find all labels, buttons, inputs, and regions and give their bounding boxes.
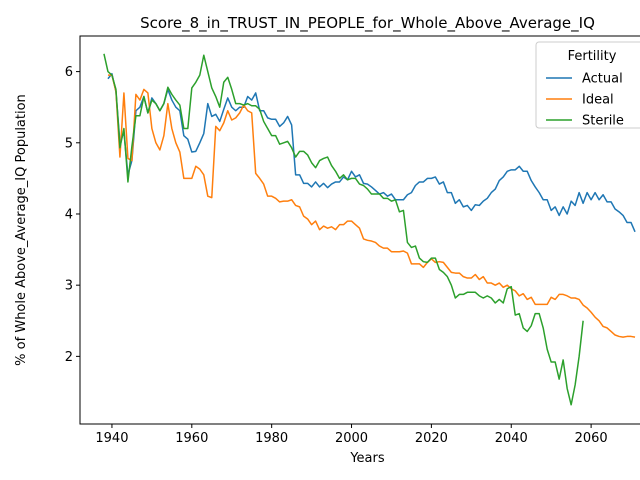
y-tick-label: 5 xyxy=(65,136,73,151)
legend-label-actual: Actual xyxy=(582,72,623,87)
legend-entries: Actual Ideal Sterile xyxy=(546,72,624,129)
x-tick-label: 2040 xyxy=(495,431,528,446)
y-tick-label: 6 xyxy=(65,65,73,80)
y-tick-label: 2 xyxy=(65,350,73,365)
x-tick-label: 2020 xyxy=(415,431,448,446)
legend-box xyxy=(535,41,640,129)
series-line-ideal xyxy=(107,74,636,338)
series-layer xyxy=(103,53,636,406)
x-tick-label: 1940 xyxy=(95,431,128,446)
chart-title: Score_8_in_TRUST_IN_PEOPLE_for_Whole_Abo… xyxy=(140,14,595,33)
legend-title: Fertility xyxy=(568,49,617,64)
legend-label-ideal: Ideal xyxy=(582,93,614,108)
x-tick-label: 1980 xyxy=(255,431,288,446)
y-axis-label: % of Whole Above_Average_IQ Population xyxy=(14,94,29,366)
y-tick-label: 3 xyxy=(65,279,73,294)
x-axis: 1940 1960 1980 2000 2020 2040 2060 xyxy=(95,424,608,446)
legend-label-sterile: Sterile xyxy=(582,114,624,129)
y-axis: 2 3 4 5 6 xyxy=(65,65,80,365)
series-line-sterile xyxy=(103,53,584,406)
plot-area xyxy=(79,35,640,425)
series-line-actual xyxy=(107,72,636,233)
x-tick-label: 2060 xyxy=(575,431,608,446)
x-tick-label: 1960 xyxy=(175,431,208,446)
x-axis-label: Years xyxy=(349,451,385,466)
plot-frame xyxy=(79,35,640,425)
y-tick-label: 4 xyxy=(65,207,73,222)
x-tick-label: 2000 xyxy=(335,431,368,446)
legend: Fertility Actual Ideal Sterile xyxy=(535,41,640,129)
